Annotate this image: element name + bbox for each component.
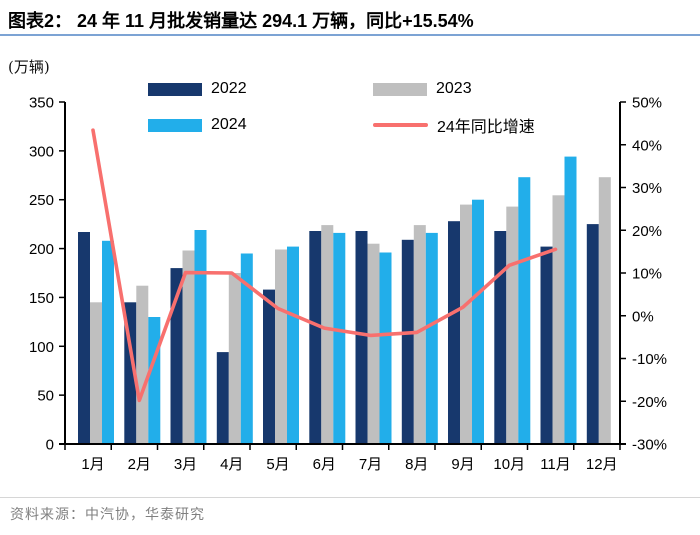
x-tick-label-4月: 4月 <box>220 456 243 473</box>
legend-item-2024: 2024 <box>148 116 247 134</box>
right-axis-tick-label: 40% <box>632 137 662 154</box>
legend-item-2023: 2023 <box>373 80 472 98</box>
bar-2022-7月 <box>355 231 368 444</box>
x-tick-label-11月: 11月 <box>540 456 571 473</box>
x-tick-label-3月: 3月 <box>174 456 197 473</box>
right-axis-tick-label: 0% <box>632 308 654 325</box>
bar-2023-3月 <box>182 250 195 444</box>
bar-2024-9月 <box>472 199 484 444</box>
yoy-growth-line <box>91 128 558 403</box>
bar-2024-11月 <box>564 156 577 444</box>
legend-item-2022: 2022 <box>148 80 247 98</box>
left-axis-tick-label: 50 <box>37 388 54 405</box>
footer-divider <box>0 497 700 498</box>
legend-swatch-2023 <box>373 82 427 96</box>
x-tick-label-8月: 8月 <box>405 456 428 473</box>
bar-2022-5月 <box>263 289 275 444</box>
bar-2022-4月 <box>216 352 229 444</box>
bar-2023-9月 <box>460 204 472 444</box>
legend-swatch-2022 <box>148 82 202 96</box>
left-axis-tick-label: 300 <box>29 143 54 160</box>
right-axis-tick-label: 10% <box>632 266 662 283</box>
source-note: 资料来源：中汽协，华泰研究 <box>10 507 205 523</box>
left-axis-tick-label: 350 <box>29 95 54 112</box>
legend-swatch-yoy-line <box>373 123 428 127</box>
bar-2023-6月 <box>321 225 334 444</box>
bar-2023-2月 <box>136 285 149 444</box>
bar-2023-10月 <box>506 206 519 444</box>
legend-label-2022: 2022 <box>211 80 247 97</box>
legend-item-yoy-growth: 24年同比增速 <box>373 116 535 136</box>
figure-title: 图表2： 24 年 11 月批发销量达 294.1 万辆，同比+15.54% <box>8 11 474 31</box>
bar-2023-12月 <box>598 177 611 444</box>
legend-label-2024: 2024 <box>211 116 247 133</box>
left-axis-tick-label: 150 <box>29 290 54 307</box>
x-tick-label-5月: 5月 <box>266 456 289 473</box>
title-rule <box>0 34 700 36</box>
legend-label-2023: 2023 <box>436 80 472 97</box>
left-axis-tick-label: 200 <box>29 241 54 258</box>
bar-2024-8月 <box>425 232 438 444</box>
x-tick-label-1月: 1月 <box>81 456 104 473</box>
left-axis-tick-label: 100 <box>29 339 54 356</box>
bar-2022-11月 <box>540 246 553 444</box>
bar-2023-4月 <box>228 273 241 444</box>
bar-2024-5月 <box>287 246 299 444</box>
bar-2022-9月 <box>448 221 460 444</box>
bar-2024-6月 <box>333 232 346 444</box>
bar-2023-1月 <box>90 302 102 444</box>
bar-2022-8月 <box>401 239 414 444</box>
bar-2023-8月 <box>413 225 426 444</box>
right-axis-tick-label: 30% <box>632 180 662 197</box>
bar-2022-12月 <box>586 224 599 444</box>
x-tick-label-7月: 7月 <box>359 456 382 473</box>
bar-2024-3月 <box>194 230 207 444</box>
x-tick-label-10月: 10月 <box>493 456 525 473</box>
x-tick-label-9月: 9月 <box>451 456 474 473</box>
x-tick-label-2月: 2月 <box>128 456 151 473</box>
bar-2022-3月 <box>170 268 183 444</box>
right-axis-tick-label: -30% <box>632 437 667 454</box>
right-axis-tick-label: 50% <box>632 95 662 112</box>
x-tick-label-12月: 12月 <box>586 456 618 473</box>
x-tick-label-6月: 6月 <box>313 456 336 473</box>
left-axis-tick-label: 0 <box>46 437 54 454</box>
bar-2023-7月 <box>367 243 380 444</box>
bar-2022-10月 <box>494 231 507 444</box>
right-axis-tick-label: -10% <box>632 351 667 368</box>
left-axis-unit-label: (万辆) <box>8 58 50 76</box>
bar-2024-7月 <box>379 252 392 444</box>
bar-2024-1月 <box>102 240 114 444</box>
bar-2023-5月 <box>275 249 287 444</box>
bar-2024-2月 <box>148 317 161 444</box>
bar-2023-11月 <box>552 195 565 444</box>
legend-label-yoy-growth: 24年同比增速 <box>437 119 535 136</box>
right-axis-tick-label: -20% <box>632 394 667 411</box>
bar-2024-4月 <box>240 253 253 444</box>
left-axis-tick-label: 250 <box>29 192 54 209</box>
bar-2022-6月 <box>309 231 322 444</box>
legend-swatch-2024 <box>148 118 202 132</box>
right-axis-tick-label: 20% <box>632 223 662 240</box>
bar-2024-10月 <box>518 177 531 444</box>
bar-2022-1月 <box>78 232 90 444</box>
